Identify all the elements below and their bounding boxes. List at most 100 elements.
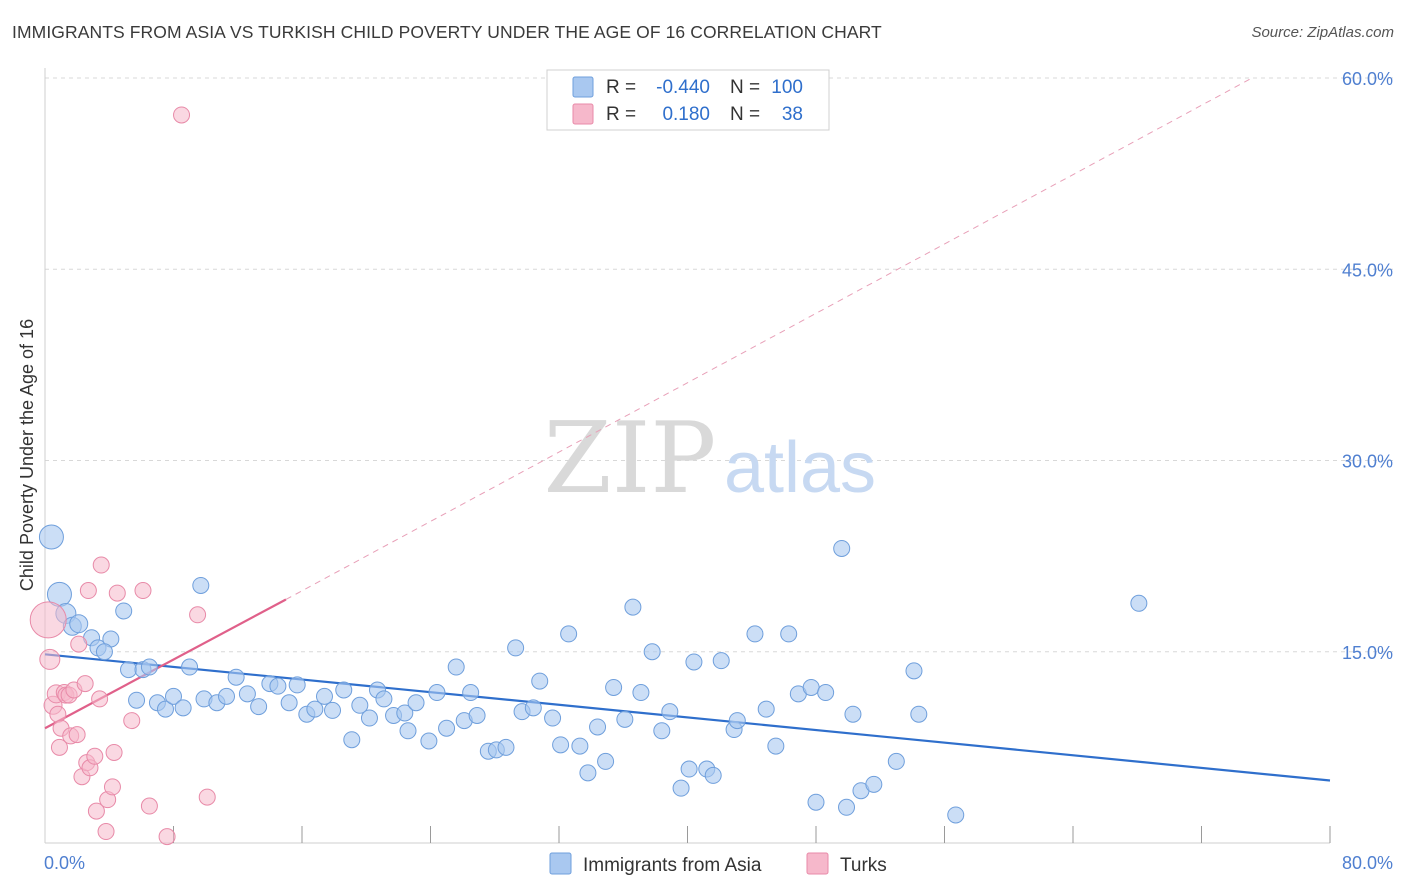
data-point-turks [198,788,216,806]
data-point-asia [227,668,245,686]
data-point-asia [704,766,722,784]
data-point-asia [685,653,703,671]
data-point-asia [399,722,417,740]
data-point-asia [757,700,775,718]
data-point-turks [108,584,126,602]
axes [44,68,1331,844]
data-point-turks [86,747,104,765]
data-point-asia [887,752,905,770]
data-point-asia [552,736,570,754]
data-point-asia [589,718,607,736]
data-point-turks [49,705,67,723]
data-point-asia [120,661,138,679]
data-point-turks [97,823,115,841]
data-point-asia [335,681,353,699]
data-point-asia [672,779,690,797]
trend-line-turks [44,598,287,730]
data-point-asia [905,662,923,680]
data-point-asia [507,639,525,657]
data-point-asia [238,685,256,703]
data-point-asia [128,691,146,709]
data-point-asia [351,696,369,714]
data-point-asia [643,643,661,661]
legend-n-value: 38 [782,104,803,125]
legend-series: Immigrants from Asia Turks [549,852,887,876]
data-point-asia [420,732,438,750]
data-point-asia [838,798,856,816]
x-tick-label: 80.0% [1342,853,1393,873]
data-point-asia [343,731,361,749]
data-point-asia [280,694,298,712]
x-tick-label: 0.0% [44,853,85,873]
data-point-asia [115,602,133,620]
data-point-asia [746,625,764,643]
data-point-asia [579,764,597,782]
data-point-turks [134,582,152,600]
data-point-asia [680,760,698,778]
data-point-asia [571,737,589,755]
data-point-asia [712,652,730,670]
data-point-asia [524,699,542,717]
data-point-turks [123,712,141,730]
legend-swatch-turks [572,103,594,125]
data-point-turks [92,556,110,574]
data-point-asia [375,690,393,708]
data-point-turks [87,802,105,820]
data-point-asia [605,678,623,696]
chart-title: IMMIGRANTS FROM ASIA VS TURKISH CHILD PO… [12,22,882,42]
data-point-asia [653,722,671,740]
data-point-turks [76,675,94,693]
data-point-turks [158,828,176,846]
trend-line-turks-extended [285,78,1250,600]
data-point-asia [306,700,324,718]
data-point-turks [103,778,121,796]
data-point-turks [70,635,88,653]
series-turks [29,106,216,846]
data-point-asia [817,684,835,702]
data-point-asia [165,687,182,705]
data-point-asia [661,703,679,721]
data-point-asia [910,705,928,723]
watermark: ZIP atlas [544,402,876,516]
legend-r-value: 0.180 [662,104,710,125]
data-point-asia [360,709,378,727]
trend-line-asia [44,653,1331,782]
data-point-turks [50,738,68,756]
legend-n-label: N = [730,77,760,98]
data-point-asia [324,701,342,719]
data-point-asia [69,614,89,634]
legend-swatch-turks [806,852,829,875]
series-immigrants-from-asia [38,524,1148,824]
data-point-turks [68,726,86,744]
data-point-asia [174,699,192,717]
data-point-asia [269,677,287,695]
trend-lines [44,78,1331,782]
source-credit: Source: ZipAtlas.com [1251,24,1394,41]
data-point-asia [462,684,480,702]
data-point-asia [544,709,562,727]
data-point-asia [218,687,236,705]
watermark-zip: ZIP [544,402,717,516]
x-tick-labels: 0.0% 80.0% [44,853,1393,873]
data-point-asia [802,678,820,696]
data-point-asia [181,658,199,676]
data-point-asia [497,738,515,756]
data-point-asia [192,576,210,594]
legend-r-label: R = [606,77,636,98]
data-point-asia [428,684,446,702]
legend-label-asia: Immigrants from Asia [583,855,762,876]
legend-n-value: 100 [771,77,803,98]
data-point-turks [105,743,123,761]
legend-label-turks: Turks [840,855,887,876]
data-point-asia [844,705,862,723]
y-tick-labels: 15.0% 30.0% 45.0% 60.0% [1342,69,1393,663]
data-point-turks [140,797,158,815]
data-point-turks [91,690,109,708]
legend-stats: R = -0.440 N = 100 R = 0.180 N = 38 [546,69,830,131]
data-point-asia [632,684,650,702]
data-point-asia [468,707,486,724]
data-point-asia [767,737,785,755]
data-point-asia [156,700,174,718]
legend-r-value: -0.440 [656,77,710,98]
